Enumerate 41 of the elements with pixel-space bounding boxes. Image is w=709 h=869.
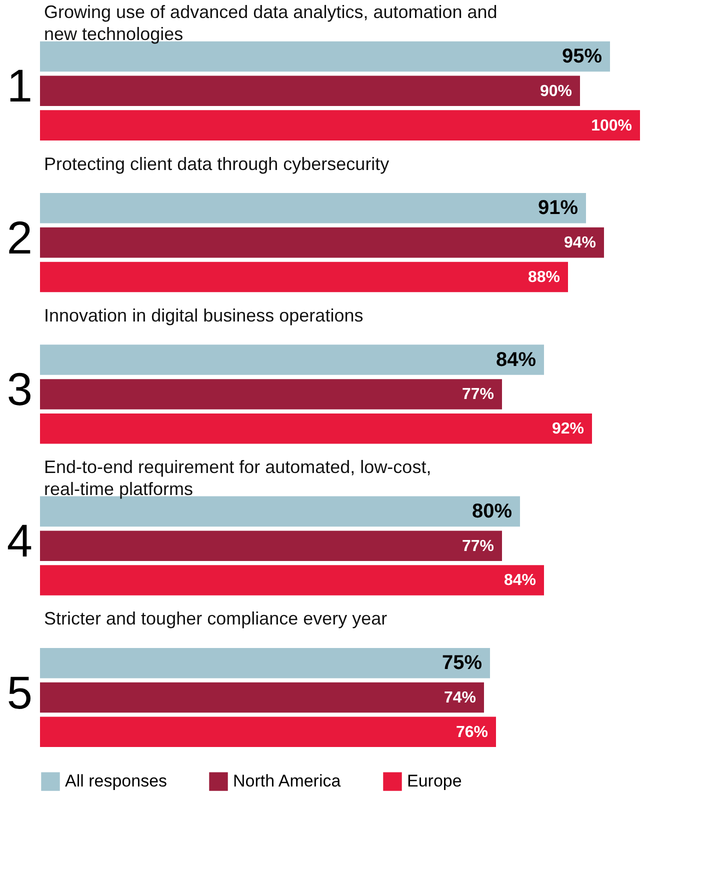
y-tick-label: 4 <box>6 514 32 567</box>
data-label: 95% <box>562 46 602 68</box>
y-tick-label: 1 <box>6 60 32 112</box>
data-label: 77% <box>462 538 494 555</box>
bar <box>40 262 568 292</box>
bar <box>40 193 586 224</box>
annotation: Innovation in digital business operations <box>44 305 364 326</box>
annotation: Growing use of advanced data analytics, automation and new technologies <box>44 2 498 44</box>
data-label: 80% <box>472 500 512 522</box>
data-label: 92% <box>552 420 584 438</box>
legend-label: All responses <box>65 772 168 791</box>
annotation: Stricter and tougher compliance every year <box>44 608 388 629</box>
bar <box>40 227 604 258</box>
bar <box>40 530 502 561</box>
data-label: 100% <box>591 117 632 134</box>
data-label: 76% <box>456 724 488 741</box>
y-tick-label: 3 <box>6 363 32 415</box>
legend-label: Europe <box>407 772 462 791</box>
bar <box>40 716 496 747</box>
data-label: 91% <box>538 197 578 220</box>
bar <box>40 682 484 713</box>
y-tick-label: 2 <box>6 211 32 264</box>
bar <box>40 110 640 140</box>
legend-label: North America <box>233 772 342 791</box>
bar <box>40 76 580 106</box>
annotation: Protecting client data through cybersecurity <box>44 154 390 174</box>
data-label: 77% <box>462 386 494 404</box>
data-label: 84% <box>496 348 536 371</box>
data-label: 75% <box>442 652 482 674</box>
bar <box>40 413 592 444</box>
data-label: 88% <box>528 268 560 286</box>
data-label: 94% <box>564 234 596 252</box>
data-label: 90% <box>540 82 572 100</box>
bar <box>40 648 490 678</box>
bar <box>40 565 544 596</box>
data-label: 74% <box>444 689 476 706</box>
data-label: 84% <box>504 572 536 590</box>
bar <box>40 379 502 410</box>
annotation: End-to-end requirement for automated, low-cost, real-time platforms <box>44 457 432 500</box>
y-tick-label: 5 <box>6 666 32 718</box>
bar <box>40 344 544 375</box>
